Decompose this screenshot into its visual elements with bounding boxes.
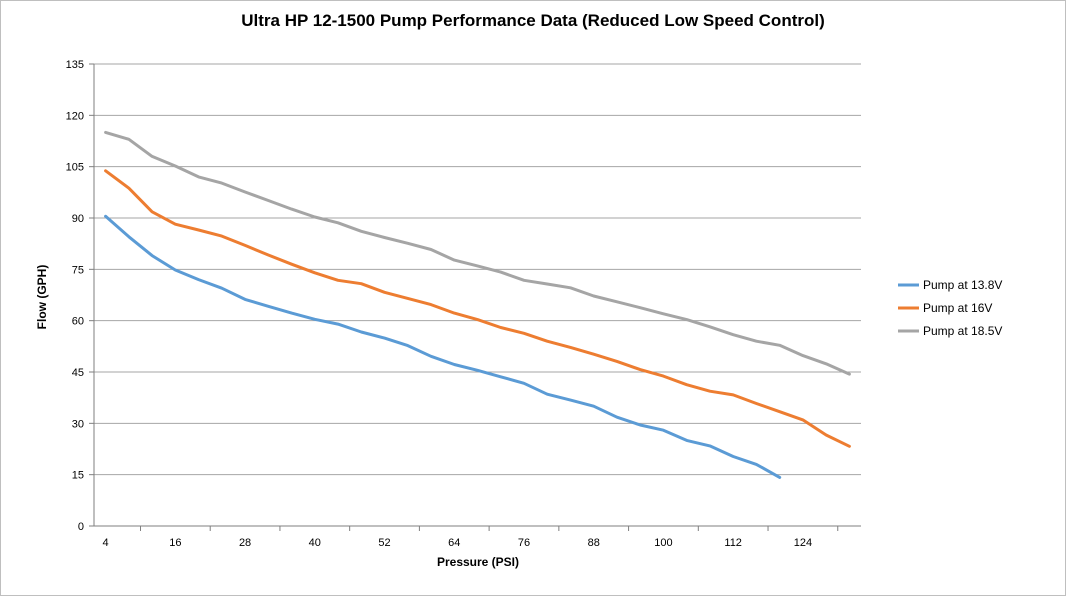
series-line-pump-at-16v bbox=[104, 169, 851, 448]
chart-title: Ultra HP 12-1500 Pump Performance Data (… bbox=[241, 11, 825, 30]
y-tick-label: 30 bbox=[72, 418, 84, 430]
x-axis-ticks: 4 16 28 40 52 64 76 88 100 112 124 bbox=[103, 537, 813, 549]
legend: Pump at 13.8V Pump at 16V Pump at 18.5V bbox=[898, 278, 1002, 338]
y-tick-label: 135 bbox=[66, 59, 84, 71]
x-tick-label: 52 bbox=[378, 537, 390, 549]
gridlines bbox=[94, 63, 861, 476]
y-tick-label: 75 bbox=[72, 264, 84, 276]
x-tick-label: 28 bbox=[239, 537, 251, 549]
series-line-pump-at-18-5v bbox=[104, 130, 851, 376]
x-tick-label: 76 bbox=[518, 537, 530, 549]
y-tick-label: 0 bbox=[78, 521, 84, 533]
x-tick-label: 4 bbox=[103, 537, 109, 549]
series-line-pump-at-13-8v bbox=[104, 214, 782, 479]
y-axis-ticks: 0 15 30 45 60 75 90 105 120 135 bbox=[66, 59, 84, 533]
y-tick-label: 45 bbox=[72, 367, 84, 379]
data-series bbox=[104, 130, 851, 479]
x-tick-label: 16 bbox=[169, 537, 181, 549]
legend-label-pump-at-18-5v: Pump at 18.5V bbox=[923, 324, 1002, 338]
y-tick-label: 15 bbox=[72, 470, 84, 482]
y-tick-label: 60 bbox=[72, 316, 84, 328]
x-tick-label: 88 bbox=[588, 537, 600, 549]
x-tick-label: 112 bbox=[724, 537, 742, 549]
x-tick-label: 40 bbox=[309, 537, 321, 549]
y-axis-title: Flow (GPH) bbox=[35, 265, 49, 330]
legend-label-pump-at-13-8v: Pump at 13.8V bbox=[923, 278, 1002, 292]
axes bbox=[89, 63, 861, 531]
y-tick-label: 120 bbox=[66, 110, 84, 122]
x-tick-label: 64 bbox=[448, 537, 460, 549]
legend-label-pump-at-16v: Pump at 16V bbox=[923, 301, 992, 315]
x-axis-title: Pressure (PSI) bbox=[437, 555, 519, 569]
x-tick-label: 124 bbox=[794, 537, 812, 549]
y-tick-label: 90 bbox=[72, 213, 84, 225]
x-tick-label: 100 bbox=[654, 537, 672, 549]
y-tick-label: 105 bbox=[66, 162, 84, 174]
